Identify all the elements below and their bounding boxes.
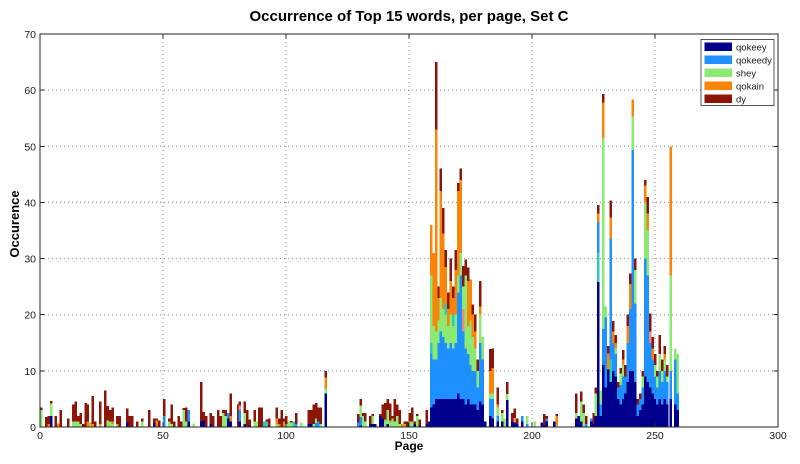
svg-text:200: 200: [523, 430, 541, 442]
svg-text:dy: dy: [736, 95, 746, 106]
svg-text:40: 40: [24, 197, 36, 209]
svg-text:250: 250: [646, 430, 664, 442]
svg-text:150: 150: [400, 430, 418, 442]
svg-text:qokeey: qokeey: [736, 43, 767, 54]
svg-text:20: 20: [24, 310, 36, 322]
svg-text:qokain: qokain: [736, 82, 764, 93]
svg-text:50: 50: [157, 430, 169, 442]
svg-text:10: 10: [24, 366, 36, 378]
svg-text:50: 50: [24, 141, 36, 153]
svg-text:Occurence: Occurence: [7, 190, 22, 257]
svg-text:shey: shey: [736, 69, 756, 80]
svg-text:qokeedy: qokeedy: [736, 56, 772, 67]
svg-text:0: 0: [37, 430, 43, 442]
svg-text:100: 100: [277, 430, 295, 442]
svg-text:Page: Page: [395, 439, 424, 453]
svg-text:60: 60: [24, 85, 36, 97]
svg-text:300: 300: [769, 430, 787, 442]
svg-text:30: 30: [24, 254, 36, 266]
svg-text:Occurrence of Top 15 words, pe: Occurrence of Top 15 words, per page, Se…: [250, 8, 569, 25]
svg-text:0: 0: [30, 422, 36, 434]
svg-text:70: 70: [24, 29, 36, 41]
